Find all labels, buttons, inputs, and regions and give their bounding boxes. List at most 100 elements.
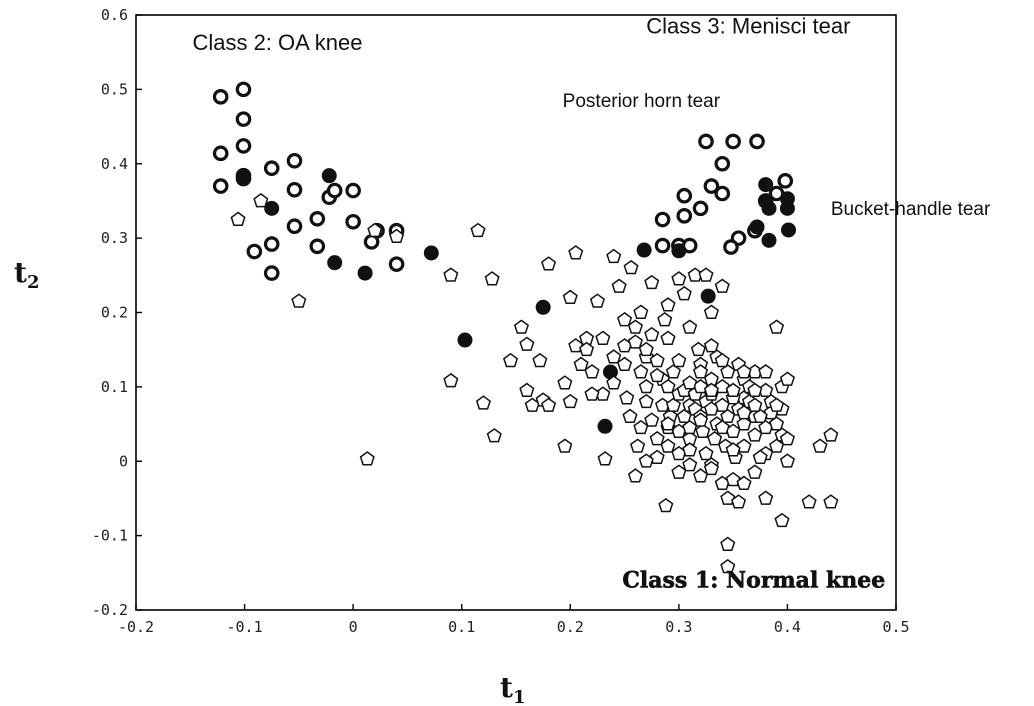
data-point-open-circle <box>235 138 252 154</box>
data-point-open-pentagon <box>736 438 752 453</box>
data-point-open-pentagon <box>503 352 519 368</box>
data-point-open-pentagon <box>658 497 674 513</box>
data-point-open-pentagon <box>671 271 687 286</box>
data-point-open-pentagon <box>682 457 698 472</box>
data-point-open-pentagon <box>660 297 676 312</box>
data-point-open-pentagon <box>617 311 633 327</box>
data-point-open-pentagon <box>682 442 698 457</box>
data-point-open-pentagon <box>541 397 557 412</box>
y-tick-label: 0.5 <box>101 80 128 98</box>
data-point-open-pentagon <box>638 378 654 394</box>
data-point-open-pentagon <box>676 285 692 301</box>
data-point-open-pentagon <box>606 349 622 364</box>
data-point-open-pentagon <box>660 378 676 394</box>
data-point-open-pentagon <box>519 382 535 398</box>
data-point-open-pentagon <box>627 468 643 483</box>
data-point-open-pentagon <box>665 364 681 379</box>
data-point-open-circle <box>714 155 731 172</box>
data-point-open-circle <box>212 89 229 105</box>
data-point-open-circle <box>749 133 765 150</box>
data-point-open-pentagon <box>638 393 654 409</box>
data-point-open-circle <box>263 265 280 281</box>
data-point-open-circle <box>286 152 303 169</box>
data-point-open-pentagon <box>606 375 622 390</box>
data-point-open-pentagon <box>557 375 573 390</box>
data-point-open-pentagon <box>367 222 383 238</box>
data-point-open-pentagon <box>736 475 752 490</box>
data-point-open-pentagon <box>568 245 584 260</box>
data-point-open-circle <box>326 182 343 199</box>
data-point-open-circle <box>692 200 709 217</box>
x-tick-label: 0.5 <box>882 618 909 636</box>
chart-annotation: Class 2: OA knee <box>192 30 362 55</box>
data-point-open-pentagon <box>707 430 723 446</box>
data-point-open-pentagon <box>633 304 649 319</box>
data-point-open-pentagon <box>725 442 741 457</box>
data-point-open-circle <box>235 111 252 127</box>
data-point-open-pentagon <box>731 494 747 509</box>
tick-marks <box>135 14 897 611</box>
data-point-open-circle <box>723 239 739 255</box>
data-point-filled-circle <box>235 168 251 184</box>
data-point-open-pentagon <box>649 430 665 446</box>
data-point-open-pentagon <box>698 445 714 461</box>
data-point-open-pentagon <box>443 372 459 388</box>
data-point-open-pentagon <box>714 397 730 412</box>
data-point-open-pentagon <box>657 311 673 327</box>
data-point-open-pentagon <box>769 438 785 453</box>
x-tick-label: -0.1 <box>227 618 263 636</box>
data-point-filled-circle <box>761 232 777 248</box>
y-tick-label: 0.6 <box>101 6 128 24</box>
data-point-open-pentagon <box>725 471 741 487</box>
data-point-open-pentagon <box>725 382 741 398</box>
data-point-filled-circle <box>423 245 439 261</box>
data-point-open-pentagon <box>579 341 595 357</box>
chart-annotation: Bucket-handle tear <box>831 199 991 220</box>
data-point-open-pentagon <box>660 438 676 453</box>
data-point-open-pentagon <box>779 371 795 386</box>
data-point-open-pentagon <box>230 211 246 226</box>
data-point-filled-circle <box>779 200 795 216</box>
tick-labels: -0.2 -0.1 0 0.1 0.2 0.3 0.4 0.5 -0.2 -0.1 0 0.1 0.2 0… <box>92 6 910 636</box>
data-point-open-pentagon <box>638 341 654 357</box>
data-point-open-pentagon <box>597 451 613 466</box>
data-point-open-pentagon <box>693 468 709 483</box>
data-point-open-pentagon <box>779 453 795 468</box>
data-point-open-pentagon <box>779 430 795 446</box>
data-point-open-pentagon <box>665 397 681 412</box>
data-point-open-circle <box>212 178 229 194</box>
data-point-open-circle <box>345 213 361 230</box>
data-point-open-pentagon <box>703 460 719 476</box>
data-point-open-circle <box>676 187 693 204</box>
data-point-filled-circle <box>700 288 716 304</box>
data-point-open-circle <box>714 185 731 202</box>
data-point-open-pentagon <box>720 364 736 379</box>
data-point-open-circle <box>725 133 741 150</box>
y-tick-label: -0.2 <box>92 601 128 619</box>
data-point-open-pentagon <box>633 419 649 435</box>
data-point-open-pentagon <box>823 427 839 442</box>
data-point-open-pentagon <box>644 326 660 342</box>
data-point-open-pentagon <box>595 330 611 345</box>
data-point-open-pentagon <box>660 330 676 345</box>
data-point-open-pentagon <box>649 449 665 464</box>
data-point-open-circle <box>654 211 671 228</box>
data-point-open-pentagon <box>736 364 752 379</box>
data-point-open-pentagon <box>606 248 622 264</box>
chart-annotation: Class 1: Normal knee <box>622 568 885 594</box>
data-point-open-pentagon <box>622 408 638 424</box>
data-point-open-pentagon <box>573 356 589 371</box>
data-point-open-pentagon <box>682 419 698 435</box>
data-point-open-pentagon <box>562 393 578 409</box>
data-point-filled-circle <box>597 418 613 434</box>
data-point-open-pentagon <box>769 319 785 334</box>
data-point-open-pentagon <box>720 490 736 505</box>
data-point-open-circle <box>263 236 280 252</box>
data-point-filled-circle <box>457 332 473 348</box>
y-tick-label: 0.4 <box>101 155 128 173</box>
x-axis-label-main: t <box>500 671 513 704</box>
data-point-filled-circle <box>749 219 765 235</box>
data-point-open-pentagon <box>698 267 714 282</box>
data-point-open-pentagon <box>812 438 828 453</box>
